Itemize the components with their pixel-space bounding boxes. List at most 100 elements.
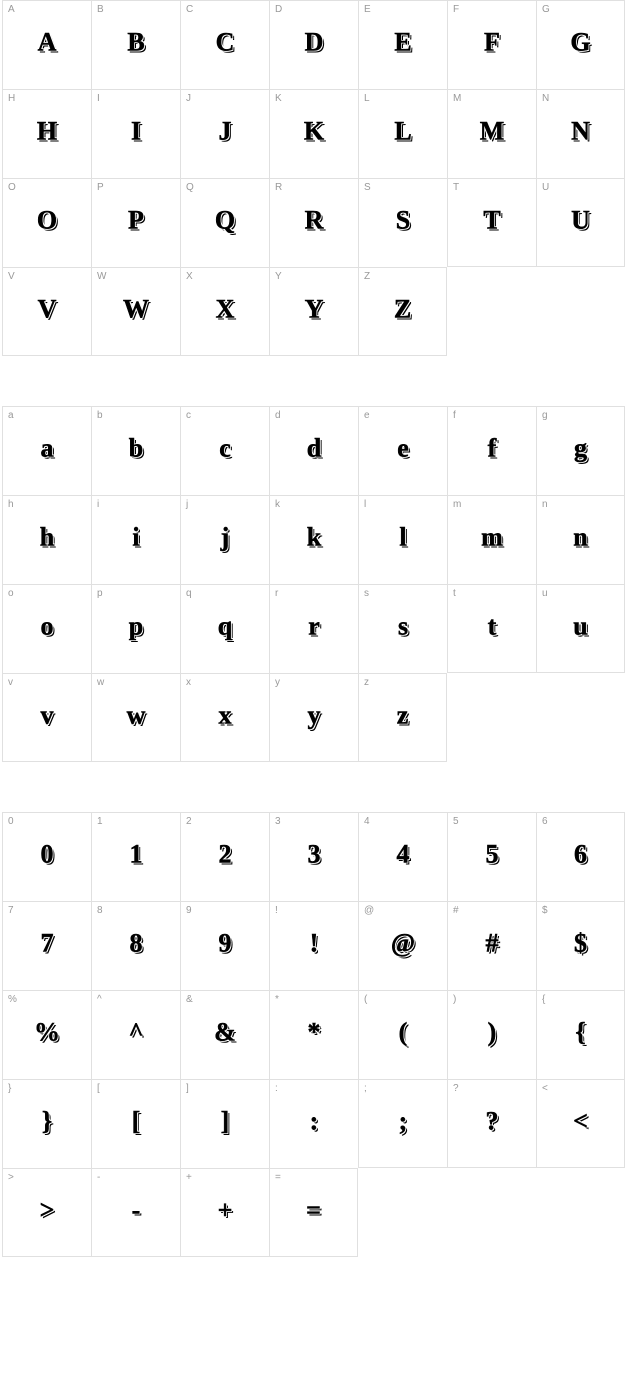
cell-glyph: A <box>38 28 57 58</box>
cell-glyph: 7 <box>41 929 54 959</box>
cell-label: m <box>453 499 461 510</box>
glyph-cell: uu <box>536 584 625 673</box>
cell-label: g <box>542 410 548 421</box>
cell-label: s <box>364 588 369 599</box>
cell-label: p <box>97 588 103 599</box>
cell-glyph: } <box>42 1107 52 1137</box>
cell-label: { <box>542 994 545 1005</box>
cell-label: G <box>542 4 550 15</box>
cell-glyph: j <box>221 523 230 553</box>
cell-label: N <box>542 93 549 104</box>
glyph-cell: && <box>180 990 269 1079</box>
cell-label: w <box>97 677 104 688</box>
cell-glyph: ^ <box>128 1018 143 1048</box>
cell-glyph: # <box>486 929 499 959</box>
cell-label: o <box>8 588 14 599</box>
glyph-cell: 99 <box>180 901 269 990</box>
cell-glyph: I <box>131 117 141 147</box>
glyph-cell: xx <box>180 673 269 762</box>
cell-glyph: > <box>40 1195 55 1225</box>
section-uppercase: AABBCCDDEEFFGGHHIIJJKKLLMMNNOOPPQQRRSSTT… <box>2 0 640 356</box>
cell-label: ^ <box>97 994 102 1005</box>
glyph-cell: %% <box>2 990 91 1079</box>
glyph-cell: ww <box>91 673 180 762</box>
cell-glyph: r <box>308 612 320 642</box>
cell-glyph: q <box>218 612 232 642</box>
glyph-cell: ## <box>447 901 536 990</box>
cell-label: q <box>186 588 192 599</box>
glyph-cell: oo <box>2 584 91 673</box>
cell-label: ] <box>186 1083 189 1094</box>
cell-glyph: K <box>304 117 324 147</box>
glyph-cell: FF <box>447 0 536 89</box>
glyph-cell: AA <box>2 0 91 89</box>
glyph-cell: 44 <box>358 812 447 901</box>
cell-glyph: F <box>484 28 500 58</box>
cell-label: 7 <box>8 905 14 916</box>
glyph-cell: ff <box>447 406 536 495</box>
cell-glyph: @ <box>391 929 415 959</box>
cell-label: C <box>186 4 193 15</box>
cell-label: u <box>542 588 548 599</box>
cell-glyph: h <box>40 523 54 553</box>
cell-glyph: c <box>219 434 231 464</box>
glyph-cell: UU <box>536 178 625 267</box>
glyph-cell: II <box>91 89 180 178</box>
cell-label: [ <box>97 1083 100 1094</box>
cell-glyph: 2 <box>219 840 232 870</box>
cell-label: @ <box>364 905 374 916</box>
glyph-cell: ]] <box>180 1079 269 1168</box>
cell-glyph: k <box>307 523 321 553</box>
cell-label: I <box>97 93 100 104</box>
glyph-cell: :: <box>269 1079 358 1168</box>
glyph-cell: hh <box>2 495 91 584</box>
glyph-cell: TT <box>447 178 536 267</box>
glyph-cell: !! <box>269 901 358 990</box>
cell-label: D <box>275 4 282 15</box>
cell-glyph: N <box>571 117 590 147</box>
cell-glyph: { <box>575 1018 585 1048</box>
cell-glyph: H <box>37 117 57 147</box>
cell-label: # <box>453 905 459 916</box>
cell-label: S <box>364 182 371 193</box>
cell-glyph: J <box>219 117 232 147</box>
cell-label: * <box>275 994 279 1005</box>
glyph-cell: ;; <box>358 1079 447 1168</box>
glyph-cell: BB <box>91 0 180 89</box>
glyph-cell: JJ <box>180 89 269 178</box>
cell-label: & <box>186 994 193 1005</box>
glyph-cell: SS <box>358 178 447 267</box>
cell-label: O <box>8 182 16 193</box>
cell-label: 8 <box>97 905 103 916</box>
cell-glyph: y <box>308 700 321 730</box>
cell-label: k <box>275 499 280 510</box>
section-numbers-symbols: 00112233445566778899!!@@##$$%%^^&&**(())… <box>2 812 640 1257</box>
cell-label: Y <box>275 271 282 282</box>
glyph-cell: YY <box>269 267 358 356</box>
glyph-cell: HH <box>2 89 91 178</box>
glyph-cell: cc <box>180 406 269 495</box>
glyph-cell: ii <box>91 495 180 584</box>
cell-glyph: d <box>307 434 321 464</box>
cell-label: : <box>275 1083 278 1094</box>
glyph-cell: [[ <box>91 1079 180 1168</box>
cell-glyph: P <box>128 206 144 236</box>
cell-glyph: + <box>218 1195 233 1225</box>
glyph-cell: qq <box>180 584 269 673</box>
cell-label: d <box>275 410 281 421</box>
glyph-cell: yy <box>269 673 358 762</box>
cell-glyph: m <box>481 523 503 553</box>
cell-label: a <box>8 410 14 421</box>
glyph-cell: jj <box>180 495 269 584</box>
cell-label: 2 <box>186 816 192 827</box>
cell-glyph: t <box>488 611 497 641</box>
cell-glyph: < <box>573 1106 588 1136</box>
cell-glyph: * <box>308 1018 321 1048</box>
cell-glyph: Z <box>394 294 411 324</box>
glyph-cell: tt <box>447 584 536 673</box>
glyph-cell: $$ <box>536 901 625 990</box>
cell-label: 3 <box>275 816 281 827</box>
cell-label: 0 <box>8 816 14 827</box>
cell-glyph: z <box>397 700 409 730</box>
glyph-cell: PP <box>91 178 180 267</box>
